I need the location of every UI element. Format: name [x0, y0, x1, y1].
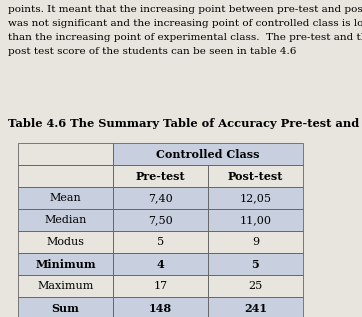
Bar: [208, 253, 303, 275]
Bar: [208, 187, 303, 209]
Bar: [113, 209, 208, 231]
Text: 17: 17: [153, 281, 168, 291]
Text: 5: 5: [252, 258, 260, 269]
Bar: [113, 297, 208, 317]
Text: 12,05: 12,05: [240, 193, 272, 203]
Text: Maximum: Maximum: [37, 281, 94, 291]
Bar: [113, 187, 208, 209]
Bar: [18, 209, 113, 231]
Text: 7,40: 7,40: [148, 193, 173, 203]
Bar: [113, 275, 208, 297]
Bar: [18, 231, 113, 253]
Bar: [113, 297, 208, 317]
Bar: [208, 187, 303, 209]
Text: 241: 241: [244, 302, 267, 314]
Text: Pre-test: Pre-test: [136, 171, 185, 182]
Text: 11,00: 11,00: [240, 215, 272, 225]
Bar: [208, 165, 303, 187]
Bar: [18, 165, 113, 187]
Text: 7,50: 7,50: [148, 215, 173, 225]
Bar: [208, 297, 303, 317]
Text: was not significant and the increasing point of controlled class is lower: was not significant and the increasing p…: [8, 19, 362, 28]
Bar: [208, 275, 303, 297]
Bar: [113, 143, 303, 165]
Bar: [18, 275, 113, 297]
Bar: [18, 297, 113, 317]
Bar: [18, 209, 113, 231]
Bar: [113, 187, 208, 209]
Text: Table 4.6 The Summary Table of Accuracy Pre-test and Post test: Table 4.6 The Summary Table of Accuracy …: [8, 118, 362, 129]
Bar: [208, 209, 303, 231]
Text: 148: 148: [149, 302, 172, 314]
Bar: [18, 253, 113, 275]
Bar: [113, 209, 208, 231]
Bar: [18, 143, 113, 165]
Bar: [113, 253, 208, 275]
Text: Median: Median: [44, 215, 87, 225]
Bar: [18, 187, 113, 209]
Text: Controlled Class: Controlled Class: [156, 148, 260, 159]
Bar: [208, 231, 303, 253]
Bar: [208, 297, 303, 317]
Bar: [113, 165, 208, 187]
Bar: [18, 253, 113, 275]
Bar: [18, 187, 113, 209]
Text: post test score of the students can be seen in table 4.6: post test score of the students can be s…: [8, 47, 296, 56]
Text: points. It meant that the increasing point between pre-test and post-test: points. It meant that the increasing poi…: [8, 5, 362, 14]
Bar: [208, 253, 303, 275]
Text: Modus: Modus: [46, 237, 84, 247]
Text: 5: 5: [157, 237, 164, 247]
Text: Mean: Mean: [50, 193, 81, 203]
Bar: [113, 231, 208, 253]
Bar: [113, 143, 303, 165]
Bar: [208, 209, 303, 231]
Bar: [113, 253, 208, 275]
Text: than the increasing point of experimental class.  The pre-test and the: than the increasing point of experimenta…: [8, 33, 362, 42]
Text: Post-test: Post-test: [228, 171, 283, 182]
Text: 25: 25: [248, 281, 262, 291]
Text: Sum: Sum: [51, 302, 79, 314]
Text: Minimum: Minimum: [35, 258, 96, 269]
Text: 9: 9: [252, 237, 259, 247]
Bar: [18, 297, 113, 317]
Text: 4: 4: [157, 258, 164, 269]
